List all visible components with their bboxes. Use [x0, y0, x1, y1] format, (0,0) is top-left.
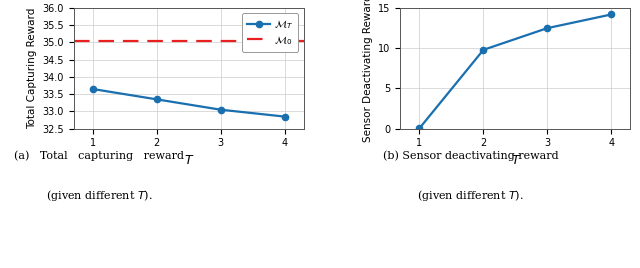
Text: (a)   Total   capturing   reward: (a) Total capturing reward	[14, 150, 184, 161]
Legend: $\mathcal{M}_T$, $\mathcal{M}_0$: $\mathcal{M}_T$, $\mathcal{M}_0$	[242, 13, 298, 52]
Y-axis label: Total Capturing Reward: Total Capturing Reward	[27, 8, 36, 129]
Text: (given different $T$).: (given different $T$).	[46, 188, 152, 203]
Line: $\mathcal{M}_T$: $\mathcal{M}_T$	[90, 86, 287, 120]
$\mathcal{M}_T$	[153, 98, 161, 101]
Y-axis label: Sensor Deactivating Reward: Sensor Deactivating Reward	[363, 0, 372, 142]
$\mathcal{M}_T$	[89, 87, 97, 91]
Text: (given different $T$).: (given different $T$).	[417, 188, 524, 203]
$\mathcal{M}_0$	[25, 39, 33, 42]
$\mathcal{M}_T$	[217, 108, 225, 111]
X-axis label: T: T	[185, 154, 193, 167]
$\mathcal{M}_0$	[89, 39, 97, 42]
X-axis label: T: T	[511, 154, 519, 167]
Text: (b) Sensor deactivating reward: (b) Sensor deactivating reward	[383, 150, 558, 161]
$\mathcal{M}_T$	[281, 115, 289, 118]
